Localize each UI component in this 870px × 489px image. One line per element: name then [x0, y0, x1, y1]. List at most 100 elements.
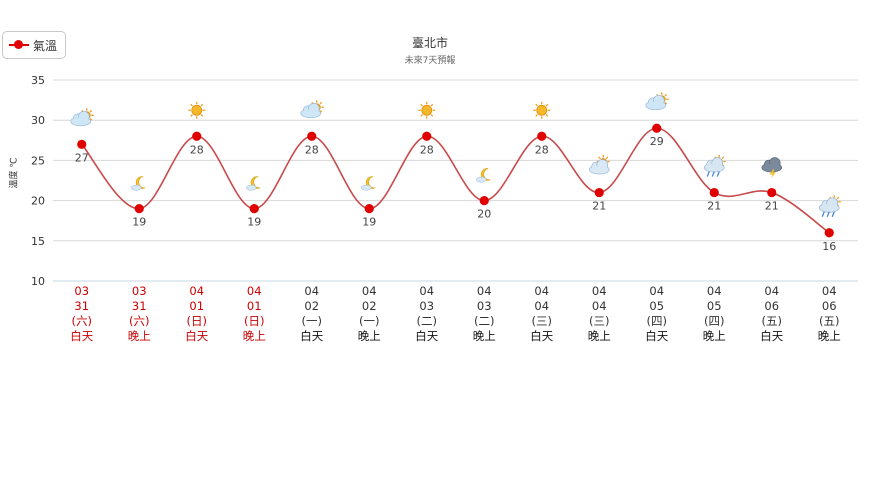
legend-dot-marker — [14, 40, 23, 49]
x-tick-label: 04 — [592, 284, 607, 298]
data-label: 21 — [765, 200, 779, 213]
legend-label: 氣溫 — [33, 39, 58, 53]
x-tick-label: 06 — [764, 299, 779, 313]
x-tick-label: 晚上 — [128, 329, 151, 343]
data-point — [537, 131, 547, 141]
x-tick-label: 晚上 — [588, 329, 611, 343]
chart-subtitle: 未來7天預報 — [404, 56, 456, 66]
x-tick-label: (六) — [72, 314, 92, 328]
cloudy-icon — [588, 155, 610, 175]
thunderstorm-icon — [761, 157, 783, 179]
data-point — [709, 187, 719, 198]
data-point — [249, 204, 259, 214]
x-tick-label: 02 — [362, 299, 377, 313]
x-tick-label: 晚上 — [703, 329, 726, 343]
sunny-icon — [533, 101, 551, 119]
x-tick-label: 白天 — [415, 329, 438, 343]
x-tick-label: (一) — [302, 314, 322, 328]
x-tick-label: 06 — [822, 299, 837, 313]
data-label: 20 — [477, 208, 491, 221]
data-label: 28 — [305, 143, 319, 156]
x-tick-label: 04 — [477, 284, 492, 298]
data-point — [652, 123, 662, 133]
x-tick-label: 31 — [132, 299, 147, 313]
x-tick-label: 03 — [477, 299, 492, 313]
x-tick-label: (五) — [819, 314, 839, 328]
data-point — [364, 204, 374, 214]
data-point — [307, 131, 317, 141]
x-tick-label: (日) — [244, 314, 264, 328]
x-tick-label: 05 — [649, 299, 664, 313]
data-label: 28 — [420, 143, 434, 156]
y-tick-label: 30 — [31, 114, 45, 127]
y-tick-label: 20 — [31, 195, 45, 208]
data-label: 21 — [707, 200, 721, 213]
x-tick-label: 04 — [304, 284, 319, 298]
x-tick-label: (六) — [129, 314, 149, 328]
x-tick-label: 晚上 — [473, 329, 496, 343]
sunny-icon — [188, 101, 206, 119]
data-label: 16 — [822, 240, 836, 253]
y-tick-label: 25 — [31, 154, 45, 167]
sunny-icon — [418, 101, 436, 119]
x-tick-label: 01 — [189, 299, 204, 313]
x-tick-label: 晚上 — [358, 329, 381, 343]
x-tick-label: 04 — [822, 284, 837, 298]
x-tick-label: 04 — [189, 284, 204, 298]
x-tick-label: 04 — [362, 284, 377, 298]
data-point — [767, 187, 777, 198]
y-tick-label: 10 — [31, 275, 45, 288]
x-tick-label: 晚上 — [818, 329, 841, 343]
x-tick-label: 04 — [764, 284, 779, 298]
moon-cloud-icon — [476, 168, 491, 183]
data-point — [479, 196, 489, 206]
data-label: 19 — [132, 216, 146, 229]
data-label: 21 — [592, 200, 606, 213]
x-tick-label: 白天 — [300, 329, 323, 343]
x-tick-label: 白天 — [70, 329, 93, 343]
x-tick-label: (日) — [187, 314, 207, 328]
moon-cloud-icon — [246, 176, 261, 191]
rain-icon — [703, 155, 726, 177]
data-label: 19 — [247, 216, 261, 229]
x-tick-label: (三) — [532, 314, 552, 328]
x-tick-label: (二) — [474, 314, 494, 328]
x-tick-label: (五) — [762, 314, 782, 328]
x-tick-label: 04 — [247, 284, 262, 298]
x-tick-label: 04 — [707, 284, 722, 298]
x-tick-label: (四) — [704, 314, 724, 328]
x-tick-label: 白天 — [530, 329, 553, 343]
data-point — [192, 131, 202, 141]
x-tick-label: 02 — [304, 299, 319, 313]
chart-title: 臺北市 — [411, 36, 448, 50]
x-tick-label: (四) — [647, 314, 667, 328]
x-tick-label: 31 — [74, 299, 89, 313]
x-tick-label: (二) — [417, 314, 437, 328]
x-tick-label: 白天 — [185, 329, 208, 343]
x-tick-label: 03 — [419, 299, 434, 313]
x-tick-label: 04 — [419, 284, 434, 298]
x-tick-label: 03 — [74, 284, 89, 298]
legend[interactable]: 氣溫 — [2, 31, 66, 59]
x-tick-label: 04 — [649, 284, 664, 298]
data-point — [77, 139, 87, 149]
rain-icon — [818, 195, 841, 217]
x-tick-label: 01 — [247, 299, 262, 313]
moon-cloud-icon — [361, 176, 376, 191]
data-point — [422, 131, 432, 141]
data-label: 28 — [535, 143, 549, 156]
x-tick-label: 晚上 — [243, 329, 266, 343]
x-tick-label: 04 — [534, 284, 549, 298]
data-label: 27 — [75, 151, 89, 164]
x-tick-label: 04 — [534, 299, 549, 313]
y-tick-label: 15 — [31, 235, 45, 248]
cloudy-day-icon — [300, 100, 324, 119]
data-label: 28 — [190, 143, 204, 156]
x-tick-label: 03 — [132, 284, 147, 298]
x-tick-label: 05 — [707, 299, 722, 313]
data-label: 19 — [362, 216, 376, 229]
data-label: 29 — [650, 135, 664, 148]
cloudy-day-icon — [70, 108, 94, 127]
data-point — [824, 228, 834, 238]
